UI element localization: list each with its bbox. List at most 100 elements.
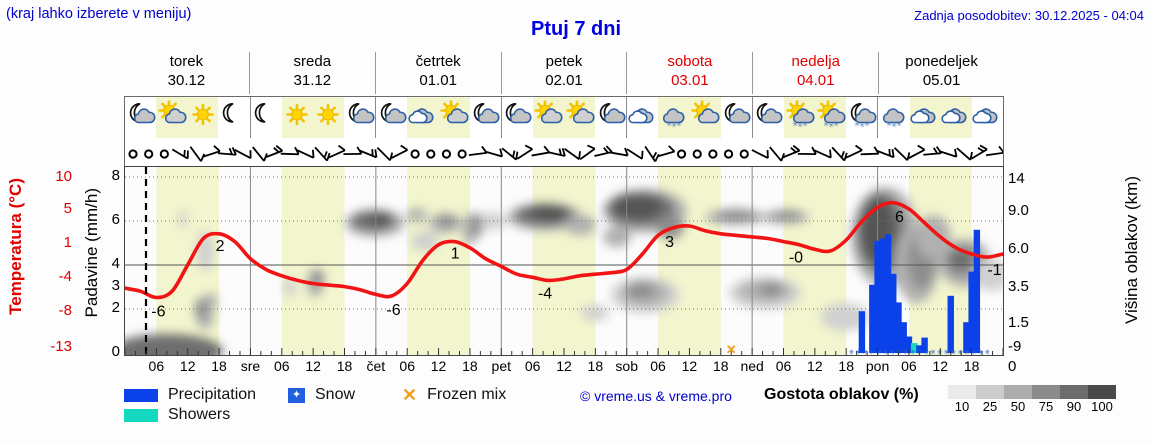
temperature-value-labels: -6 2 -6 1 -4 3 -0 6 -1: [151, 209, 1002, 321]
weather-icon-wrap: [439, 99, 469, 135]
x-axis-label-8: 06: [399, 358, 415, 374]
weather-icon-wrap: [565, 99, 595, 135]
precipitation-bar-8: [905, 336, 913, 353]
precip-tick-1: 6: [111, 211, 120, 228]
x-axis-label-14: 18: [587, 358, 604, 374]
wind-barb-41: [769, 146, 786, 162]
cloud-blob: [759, 282, 783, 296]
sun-cloud-icon: [691, 99, 720, 123]
cloud-blob: [369, 212, 393, 226]
cloud-density-swatch-10: [948, 385, 976, 399]
x-axis-label-3: sre: [240, 358, 261, 374]
weather-icon-wrap: [690, 99, 720, 135]
wind-calm-icon: [128, 149, 138, 159]
moon-cloud-icon: [757, 102, 783, 123]
wind-barb-16: [376, 146, 394, 162]
temp-tick-4: -8: [58, 302, 72, 319]
moon-cloud-icon: [506, 102, 532, 123]
svg-text:✳: ✳: [666, 120, 672, 128]
cloud-blob: [773, 210, 801, 220]
snow-marker: ✳: [855, 349, 861, 356]
showers-swatch: [124, 408, 158, 422]
temp-tick-2: 1: [63, 234, 72, 251]
cloud-height-axis-ticks: 14 9.0 6.0 3.5 1.5 -9 0: [1008, 166, 1048, 376]
weather-icon-wrap: [345, 100, 375, 135]
wind-barb-32: [626, 148, 644, 160]
cloud-tick-3: 3.5: [1008, 278, 1029, 295]
weather-icon-wrap: [282, 100, 312, 135]
copyright-link[interactable]: © vreme.us & vreme.pro: [580, 388, 732, 404]
snow-marker: ✳: [862, 349, 868, 356]
wind-barb-55: [985, 145, 1005, 157]
day-header-1: sreda 31.12: [248, 52, 375, 94]
wind-barb-42: [782, 144, 801, 159]
cloud-tick-5: -9: [1008, 338, 1022, 355]
x-axis-labels: 06 12 18 sre 06 12 18 čet 06 12 18 pet 06 12 18 sob 06 12…: [124, 358, 1004, 378]
frozen-mix-icon: ✕: [402, 385, 418, 405]
wind-barb-33: [644, 146, 660, 162]
precip-tick-2: 4: [111, 255, 120, 272]
wind-barb-28: [564, 147, 581, 161]
cloud-blob: [973, 259, 1003, 291]
svg-text:✳: ✳: [823, 120, 829, 128]
weather-icon-cell-8: [376, 97, 408, 138]
wind-calm-icon: [708, 149, 718, 159]
wind-calm-icon: [144, 149, 154, 159]
sun-icon: [192, 103, 214, 125]
x-axis-label-4: 06: [273, 358, 290, 374]
wind-barb-5: [202, 145, 221, 158]
cloud-density-label-50: 50: [1010, 399, 1026, 414]
x-axis-label-11: pet: [491, 358, 512, 374]
svg-text:✳: ✳: [792, 120, 798, 128]
weather-icon-wrap: [910, 100, 940, 135]
day-name: petek: [545, 53, 583, 70]
snow-marker: ✳: [849, 349, 855, 356]
cloud-density-swatch-50: [1004, 385, 1032, 399]
svg-text:✳: ✳: [671, 121, 677, 129]
svg-text:✳: ✳: [891, 121, 897, 129]
snow-marker: ✳: [944, 349, 950, 356]
temperature-label-2: -6: [386, 302, 400, 319]
x-axis-label-21: 12: [807, 358, 823, 374]
day-date: 04.01: [796, 72, 835, 89]
snow-marker: ✳: [889, 349, 895, 356]
x-axis-label-15: sob: [615, 358, 638, 374]
cloud-blob: [125, 334, 223, 355]
weather-icon-wrap: [721, 100, 751, 135]
snow-marker: ✳: [964, 349, 970, 356]
weather-icon-cell-26: [940, 97, 972, 138]
x-axis-label-24: 06: [901, 358, 917, 374]
wind-barb-53: [956, 147, 973, 161]
wind-barb-40: [751, 149, 769, 159]
snow-marker: ✳: [876, 349, 882, 356]
day-header-band: torek 30.12 sreda 31.12 četrtek 01.01 petek 02.…: [124, 52, 1004, 94]
cloud-icon: [972, 107, 998, 123]
precip-tick-5: 0: [111, 343, 120, 360]
cloud-blob: [717, 209, 757, 221]
cloud-tick-1: 9.0: [1008, 202, 1029, 219]
moon-cloud-icon: [129, 102, 156, 123]
cloud-snow-icon: ✳ ✳ ✳: [662, 107, 685, 129]
day-header-4: sobota 03.01: [626, 52, 752, 94]
temperature-label-8: -1: [987, 262, 1001, 279]
x-axis-label-19: ned: [740, 358, 764, 374]
temperature-label-0: -6: [151, 304, 165, 321]
snow-marker: ✳: [957, 349, 963, 356]
weather-icon-cell-18: [689, 97, 721, 138]
cloud-icon: [628, 107, 654, 123]
cloud-blob: [581, 305, 609, 321]
weather-icon-cell-22: ✳ ✳ ✳: [815, 97, 847, 138]
wind-barb-13: [328, 144, 346, 159]
gridlines: [125, 167, 1003, 355]
day-date: 05.01: [922, 72, 961, 89]
wind-barb-45: [831, 146, 848, 162]
weather-icon-cell-21: ✳ ✳ ✳: [784, 97, 816, 138]
precip-tick-3: 3: [111, 277, 120, 294]
menu-hint-text: (kraj lahko izberete v meniju): [6, 6, 192, 22]
precipitation-axis-title: Padavine (mm/h): [82, 188, 101, 318]
wind-barb-8: [252, 146, 268, 162]
weather-icon-wrap: [126, 100, 156, 135]
precipitation-bar-1: [869, 284, 876, 353]
snow-marker: ✳: [930, 349, 936, 356]
